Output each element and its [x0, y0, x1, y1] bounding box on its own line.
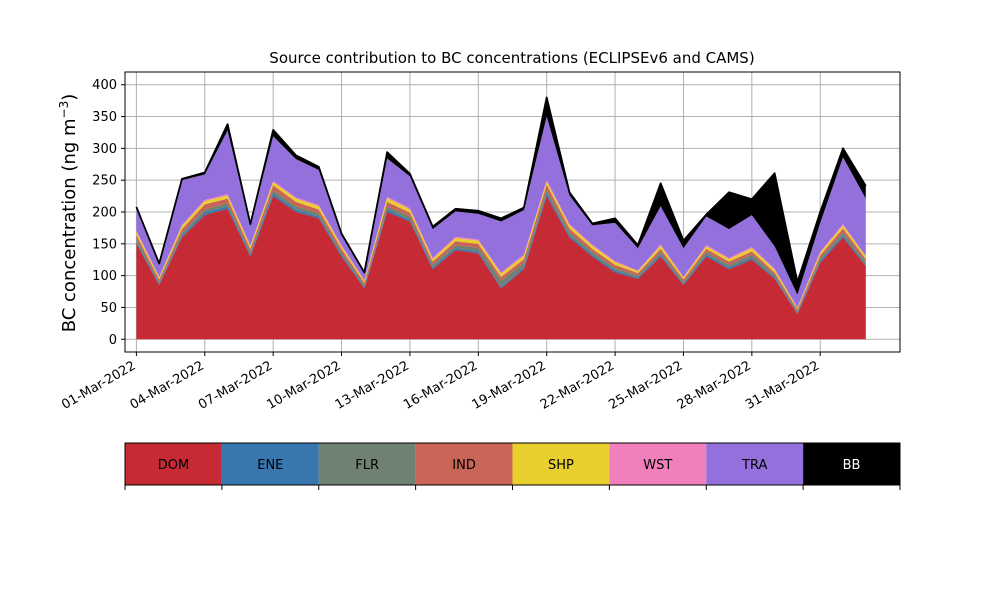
x-tick-label: 04-Mar-2022: [128, 358, 207, 412]
x-tick-label: 31-Mar-2022: [743, 358, 822, 412]
x-tick-label: 13-Mar-2022: [333, 358, 412, 412]
x-tick-label: 10-Mar-2022: [264, 358, 343, 412]
y-axis-ticks: 0 50 100 150 200 250 300 350 400: [92, 78, 125, 348]
area-ind: [136, 184, 866, 312]
x-tick-label: 19-Mar-2022: [470, 358, 549, 412]
legend-label-shp: SHP: [548, 458, 574, 473]
legend-label-ene: ENE: [257, 458, 283, 473]
legend-label-bb: BB: [843, 458, 861, 473]
x-axis-ticks: 01-Mar-202204-Mar-202207-Mar-202210-Mar-…: [59, 352, 822, 413]
area-dom: [136, 196, 866, 340]
legend-swatch-dom: [125, 443, 222, 485]
y-tick-label: 350: [92, 110, 117, 125]
area-flr: [136, 189, 866, 314]
legend-label-ind: IND: [452, 458, 476, 473]
legend-swatch-flr: [318, 443, 416, 485]
legend-label-dom: DOM: [158, 458, 189, 473]
legend-label-wst: WST: [643, 458, 672, 473]
x-tick-label: 28-Mar-2022: [675, 358, 754, 412]
area-tra: [136, 116, 866, 308]
y-tick-label: 400: [92, 78, 117, 93]
x-tick-label: 25-Mar-2022: [606, 358, 685, 412]
y-tick-label: 150: [92, 237, 117, 252]
area-bb: [136, 97, 866, 295]
legend-label-flr: FLR: [355, 458, 379, 473]
legend-swatch-bb: [803, 443, 900, 485]
y-tick-label: 100: [92, 269, 117, 284]
total-line: [135, 96, 867, 283]
x-tick-label: 22-Mar-2022: [538, 358, 617, 412]
y-tick-label: 0: [109, 333, 117, 348]
y-tick-label: 200: [92, 206, 117, 221]
legend-swatch-shp: [512, 443, 610, 485]
legend-swatch-tra: [706, 443, 804, 485]
x-tick-label: 07-Mar-2022: [196, 358, 275, 412]
x-tick-label: 16-Mar-2022: [401, 358, 480, 412]
legend-swatch-wst: [609, 443, 707, 485]
legend-swatch-ind: [415, 443, 513, 485]
total-line-group: [135, 96, 867, 283]
chart-title: Source contribution to BC concentrations…: [269, 49, 754, 67]
legend-swatch-ene: [221, 443, 319, 485]
x-tick-label: 01-Mar-2022: [59, 358, 138, 412]
y-tick-label: 300: [92, 142, 117, 157]
y-axis-label: BC concentration (ng m−3): [57, 94, 80, 333]
legend-colorbar: DOM ENE FLR IND SHP WST TRA BB: [124, 442, 901, 490]
legend-label-tra: TRA: [741, 458, 767, 473]
y-tick-label: 50: [100, 301, 117, 316]
y-tick-label: 250: [92, 174, 117, 189]
stacked-areas: [136, 97, 866, 340]
